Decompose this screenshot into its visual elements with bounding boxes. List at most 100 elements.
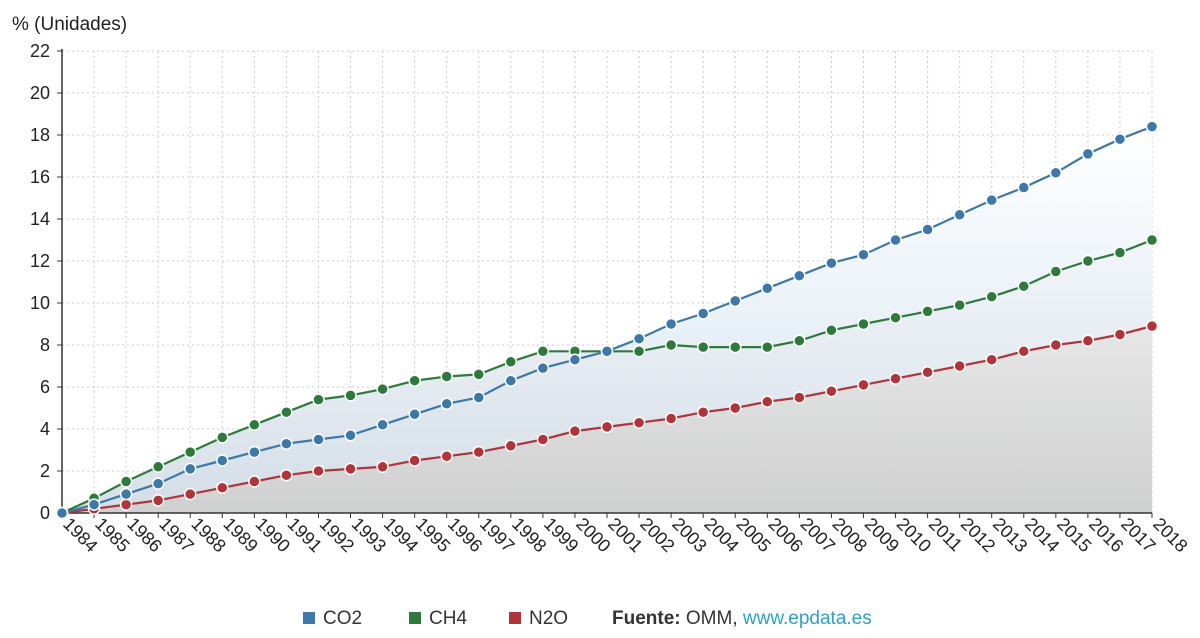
point-co2 [664,317,678,331]
point-ch4 [1113,246,1127,259]
point-n2o [440,450,453,463]
y-tick-label: 8 [40,335,50,355]
point-co2 [151,477,165,490]
point-n2o [472,445,486,459]
point-n2o [151,494,165,507]
y-tick-label: 18 [30,125,50,145]
point-ch4 [440,370,453,383]
x-tick-label: 2018 [1149,514,1191,556]
x-tick-label: 1989 [219,514,261,556]
point-n2o [1145,319,1159,333]
point-n2o [504,439,518,453]
point-co2 [280,437,293,450]
point-co2 [119,487,133,501]
point-n2o [921,366,934,379]
point-ch4 [632,345,646,358]
point-ch4 [344,389,357,402]
point-co2 [728,294,742,308]
point-n2o [344,462,357,476]
legend-item-n2o[interactable]: N2O [509,608,568,630]
point-co2 [793,269,806,282]
point-co2 [504,374,518,387]
point-ch4 [761,340,774,354]
point-ch4 [312,393,325,406]
point-ch4 [472,368,486,381]
point-n2o [761,395,774,408]
x-tick-label: 2001 [604,514,646,556]
x-tick-label: 1996 [444,514,486,556]
y-tick-label: 2 [40,461,50,481]
point-n2o [1017,345,1031,358]
point-co2 [216,454,229,467]
point-n2o [183,487,197,501]
point-co2 [248,445,261,459]
point-co2 [857,248,870,261]
point-ch4 [985,290,998,303]
point-co2 [1049,166,1063,180]
point-co2 [440,397,453,411]
point-ch4 [825,324,838,337]
point-ch4 [696,340,710,354]
point-n2o [857,378,870,392]
y-axis-label: % (Unidades) [12,14,128,35]
point-co2 [825,256,838,270]
x-tick-label: 2016 [1085,514,1127,556]
legend-swatch [409,612,421,624]
x-tick-label: 2002 [636,514,678,556]
point-ch4 [504,355,518,369]
point-ch4 [728,340,742,354]
x-tick-label: 1986 [123,514,165,556]
point-co2 [1145,120,1159,133]
point-n2o [408,454,421,467]
point-n2o [119,498,133,511]
y-tick-label: 0 [40,503,50,523]
x-tick-label: 1984 [59,514,101,556]
y-tick-label: 10 [30,293,50,313]
legend-label: CH4 [429,608,468,629]
x-tick-label: 2014 [1021,514,1063,556]
point-n2o [728,401,742,415]
x-tick-label: 1993 [348,514,390,556]
point-co2 [985,193,998,207]
point-co2 [1081,147,1095,161]
legend-swatch [509,612,521,624]
point-co2 [87,498,101,511]
x-tick-label: 1988 [187,514,229,556]
x-tick-label: 1991 [284,514,326,556]
point-ch4 [376,382,389,396]
point-n2o [248,475,261,488]
y-tick-label: 16 [30,167,50,187]
point-co2 [953,208,966,222]
point-co2 [889,233,902,247]
point-ch4 [1145,233,1159,247]
point-ch4 [1049,265,1063,278]
legend: Fuente: OMM, www.epdata.es CO2 CH4 N2O [0,606,1200,636]
x-tick-label: 1985 [91,514,133,556]
x-tick-label: 2017 [1117,514,1159,556]
source-link[interactable]: www.epdata.es [742,608,872,629]
point-co2 [1113,132,1127,146]
x-tick-label: 2000 [572,514,614,556]
point-co2 [761,282,774,295]
x-tick-label: 2010 [893,514,935,556]
point-co2 [600,345,614,358]
point-co2 [696,307,710,320]
point-n2o [696,405,710,419]
point-n2o [568,424,582,438]
point-n2o [536,433,550,446]
point-ch4 [664,338,678,352]
y-tick-label: 12 [30,251,50,271]
x-tick-label: 1994 [380,514,422,556]
x-tick-label: 2009 [861,514,903,556]
x-tick-label: 1998 [508,514,550,556]
x-tick-label: 2013 [989,514,1031,556]
point-ch4 [119,475,133,488]
legend-item-ch4[interactable]: CH4 [409,608,467,630]
point-co2 [312,433,325,446]
point-co2 [632,332,646,345]
y-tick-label: 22 [30,41,50,61]
legend-label: N2O [529,608,569,629]
x-tick-label: 1995 [412,514,454,556]
legend-item-co2[interactable]: CO2 [303,608,362,630]
